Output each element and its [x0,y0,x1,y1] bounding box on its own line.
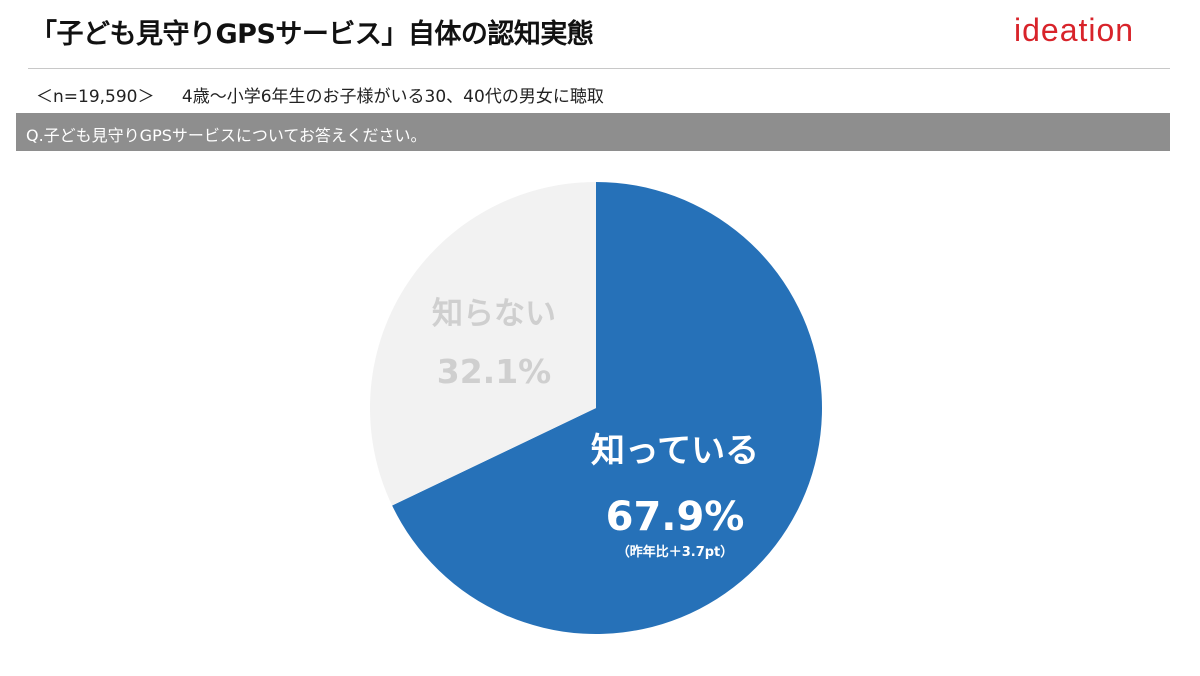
sample-size: ＜n=19,590＞ [36,87,155,107]
pie-slices [370,182,822,634]
pie-slice-known [392,182,822,634]
sample-info: ＜n=19,590＞ 4歳～小学6年生のお子様がいる30、40代の男女に聴取 [36,82,604,107]
slice-value-known: 67.9% [606,494,745,540]
page-title: 「子ども見守りGPSサービス」自体の認知実態 [30,19,594,50]
logo-text: ideation [1014,12,1134,48]
slice-label-known: 知っている [591,431,759,471]
slice-value-unknown: 32.1% [437,352,552,391]
header-divider [28,68,1170,69]
question-bar: Q.子ども見守りGPSサービスについてお答えください。 [16,113,1170,151]
pie-slice-unknown [370,182,596,506]
slice-label-unknown: 知らない [432,296,556,332]
respondent-description: 4歳～小学6年生のお子様がいる30、40代の男女に聴取 [181,87,604,107]
question-text: Q.子ども見守りGPSサービスについてお答えください。 [26,126,427,145]
slice-note-known: （昨年比＋3.7pt） [617,544,734,560]
ideation-logo: ideation [1014,12,1149,48]
pie-labels: 知っている 67.9% （昨年比＋3.7pt） 知らない 32.1% [432,296,759,560]
